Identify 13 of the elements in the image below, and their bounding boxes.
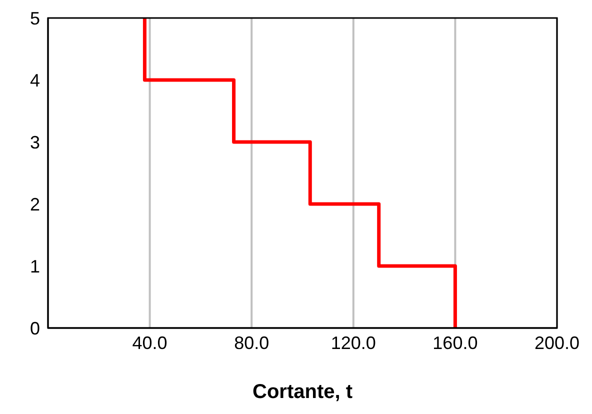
x-axis-title: Cortante, t <box>252 381 353 403</box>
x-tick-label: 40.0 <box>132 332 168 353</box>
y-tick-label: 2 <box>30 194 40 214</box>
y-tick-label: 4 <box>30 70 40 90</box>
x-tick-label: 120.0 <box>330 332 376 353</box>
y-tick-label: 3 <box>30 132 40 152</box>
y-tick-label: 1 <box>30 256 40 276</box>
x-tick-label: 80.0 <box>234 332 270 353</box>
x-tick-label: 160.0 <box>432 332 478 353</box>
line-series <box>142 18 457 328</box>
y-tick-label: 5 <box>30 8 40 28</box>
x-tick-label: 200.0 <box>534 332 580 353</box>
y-tick-label: 0 <box>30 318 40 338</box>
